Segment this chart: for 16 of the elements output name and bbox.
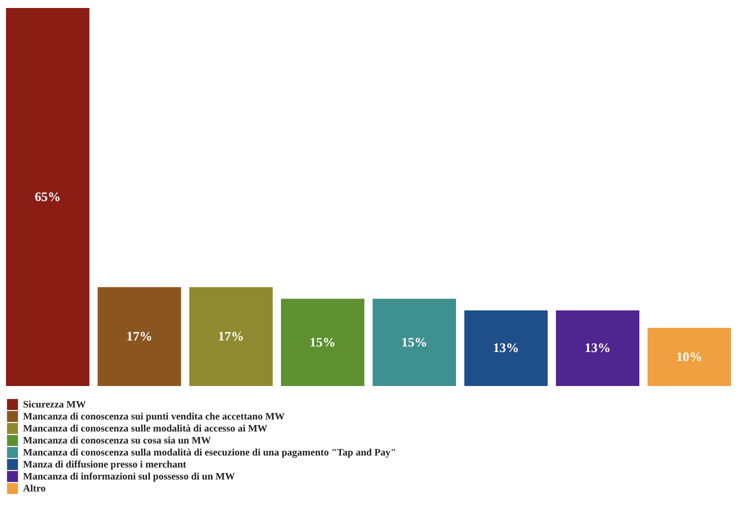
- legend-label: Mancanza di conoscenza sui punti vendita che accettano MW: [23, 412, 285, 422]
- data-label: 17%: [218, 328, 244, 344]
- legend-label: Mancanza di conoscenza su cosa sia un MW: [23, 436, 212, 446]
- data-label: 17%: [126, 328, 152, 344]
- legend-label: Mancanza di conoscenza sulle modalità di accesso ai MW: [23, 424, 268, 434]
- legend-label: Mancanza di conoscenza sulla modalità di esecuzione di una pagamento "Tap and Pay": [23, 448, 396, 458]
- data-label: 13%: [584, 340, 611, 356]
- legend-label: Mancanza di informazioni sul possesso di un MW: [23, 472, 235, 482]
- data-label: 15%: [310, 334, 336, 350]
- legend-label: Manza di diffusione presso i merchant: [23, 460, 187, 470]
- data-label: 13%: [492, 340, 519, 356]
- data-label: 10%: [676, 348, 702, 364]
- legend-label: Altro: [23, 484, 46, 494]
- legend-label: Sicurezza MW: [23, 400, 86, 410]
- data-label: 15%: [401, 334, 428, 350]
- data-label: 65%: [34, 189, 61, 204]
